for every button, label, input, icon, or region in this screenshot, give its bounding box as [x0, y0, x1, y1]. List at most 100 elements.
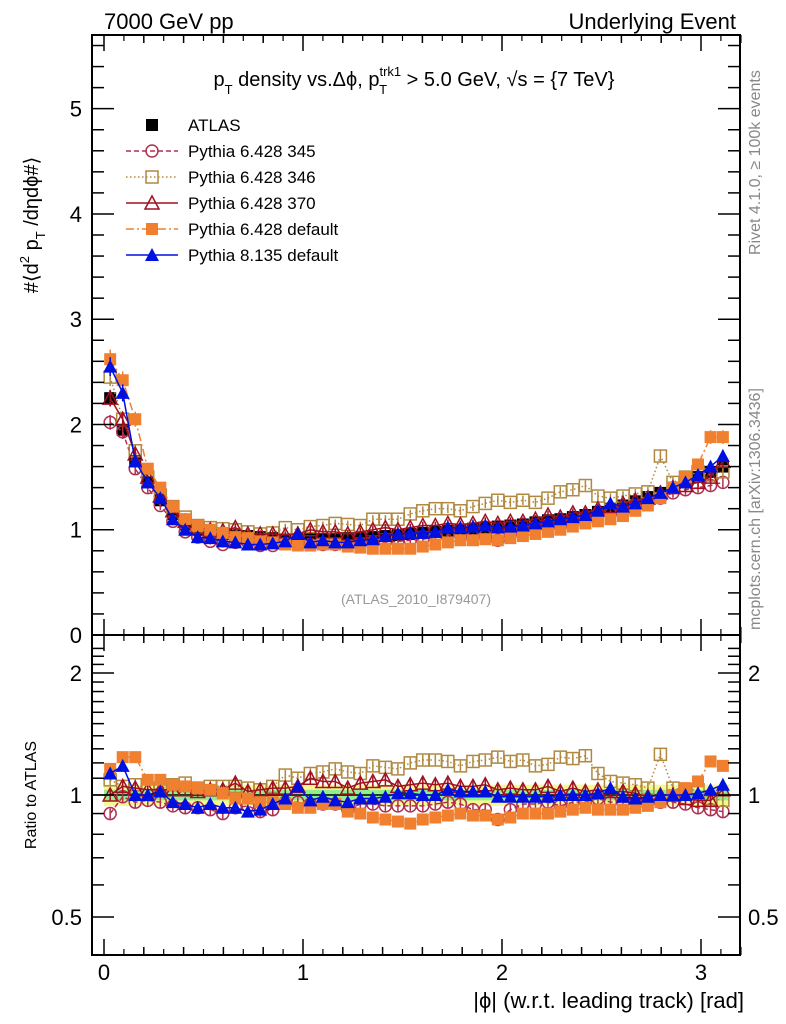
pythia-6-428-default-point — [116, 374, 129, 387]
pythia-8-135-default-point — [178, 522, 193, 536]
ratio-pythia-8-135-default-point — [653, 788, 668, 801]
legend-label: ATLAS — [188, 116, 241, 135]
pythia-6-428-default-point — [429, 538, 442, 551]
pythia-8-135-default-point — [253, 537, 268, 551]
ratio-pythia-8-135-default-point — [715, 777, 730, 791]
ratio-pythia-8-135-default-point — [640, 789, 655, 803]
ylabel-sub: T — [33, 231, 48, 239]
ratio-pythia-6-428-default-point — [241, 792, 254, 805]
pythia-6-428-370-point — [689, 473, 707, 490]
ratio-pythia-6-428-default-point — [141, 773, 154, 786]
ratio-pythia-6-428-345-line — [109, 795, 724, 821]
legend-item-pythia-6-428-345: Pythia 6.428 345 — [126, 142, 316, 161]
ratio-pythia-6-428-370-point — [302, 769, 319, 785]
ratio-pythia-8-135-default-point — [465, 784, 480, 798]
pythia-8-135-default-point — [540, 514, 555, 528]
pythia-6-428-default-point — [616, 510, 629, 523]
pythia-6-428-default-point — [291, 539, 304, 552]
pythia-6-428-default-point — [204, 523, 217, 536]
ratio-pythia-6-428-346-point — [541, 757, 555, 772]
ratio-pythia-6-428-default-point — [366, 811, 379, 824]
ratio-pythia-6-428-default-point — [579, 801, 592, 814]
y-tick-label: 3 — [70, 307, 82, 332]
ratio-pythia-8-135-default-point — [540, 789, 555, 803]
ratio-y-axis-label: Ratio to ATLAS — [23, 741, 40, 849]
pythia-6-428-default-point — [541, 525, 554, 538]
header-right: Underlying Event — [568, 9, 736, 34]
pythia-8-135-default-point — [478, 518, 493, 532]
ratio-pythia-6-428-default-point — [416, 813, 429, 826]
pythia-6-428-default-point — [454, 534, 467, 547]
pythia-8-135-default-point — [503, 519, 518, 533]
ratio-pythia-8-135-default-point — [490, 789, 505, 803]
ratio-pythia-6-428-default-point — [616, 803, 629, 816]
ratio-pythia-6-428-default-point — [341, 805, 354, 818]
ratio-pythia-8-135-default-point — [378, 789, 393, 803]
ratio-pythia-6-428-default-point — [204, 783, 217, 796]
ratio-pythia-8-135-default-point — [678, 788, 693, 801]
ratio-pythia-6-428-default-point — [216, 787, 229, 800]
pythia-8-135-default-point — [403, 525, 418, 539]
pythia-8-135-default-point — [203, 531, 218, 545]
pythia-8-135-default-point — [578, 508, 593, 521]
y-axis-label: #⟨d2 pT /dηdϕ#⟩ — [17, 157, 48, 294]
pythia-8-135-default-point — [490, 520, 505, 534]
pythia-6-428-default-point — [566, 520, 579, 533]
ratio-pythia-6-428-345-point — [441, 795, 455, 809]
pythia-8-135-default-point — [278, 534, 293, 548]
ratio-pythia-6-428-default-point — [516, 807, 529, 820]
ratio-pythia-8-135-default-point — [203, 797, 218, 811]
pythia-6-428-default-point — [516, 530, 529, 543]
legend-item-atlas: ATLAS — [146, 116, 241, 135]
pythia-8-135-default-point — [190, 530, 205, 544]
ratio-pythia-8-135-default-point — [415, 788, 430, 801]
ratio-pythia-8-135-default-point — [478, 784, 493, 798]
pythia-8-135-default-point — [303, 535, 318, 549]
pythia-8-135-default-point — [691, 468, 706, 481]
pythia-6-428-default-point — [479, 533, 492, 546]
pythia-8-135-default-point — [715, 449, 730, 463]
ratio-pythia-8-135-default-point — [115, 758, 130, 772]
ratio-pythia-6-428-346-point — [653, 747, 668, 762]
mcplots-label: mcplots.cern.ch [arXiv:1306.3436] — [747, 388, 764, 630]
pythia-6-428-default-point — [216, 526, 229, 539]
pythia-8-135-default-point — [103, 359, 118, 373]
pythia-8-135-default-point — [465, 519, 480, 533]
title-sub-t: T — [225, 82, 233, 97]
pythia-6-428-default-point — [604, 513, 617, 526]
legend-label: Pythia 6.428 370 — [188, 194, 316, 213]
ratio-pythia-6-428-default-point — [429, 811, 442, 824]
pythia-8-135-default-point — [640, 491, 655, 505]
ratio-pythia-8-135-default-point — [153, 784, 168, 798]
ratio-pythia-8-135-default-point — [278, 791, 293, 805]
title-p: p — [214, 69, 225, 91]
ratio-pythia-8-135-default-point — [178, 797, 193, 811]
ratio-pythia-6-428-370-point — [702, 791, 719, 808]
ratio-pythia-6-428-default-point — [504, 811, 517, 824]
pythia-8-135-default-point — [315, 533, 330, 547]
pythia-6-428-370-point — [702, 468, 719, 484]
pythia-8-135-default-point — [678, 475, 693, 489]
pythia-6-428-default-point — [191, 519, 204, 532]
ratio-pythia-6-428-default-point — [154, 773, 167, 786]
ratio-pythia-6-428-346-point — [578, 748, 593, 763]
x-tick-label: 1 — [297, 960, 309, 985]
pythia-8-135-default-point — [428, 524, 443, 538]
ratio-pythia-8-135-default-point — [240, 804, 255, 818]
ratio-pythia-6-428-346-point — [591, 766, 605, 781]
ratio-pythia-8-135-default-point — [453, 784, 468, 798]
ratio-pythia-8-135-default-point — [290, 779, 305, 793]
ratio-pythia-6-428-default-point — [566, 803, 579, 816]
ratio-pythia-8-135-default-point — [428, 788, 443, 801]
ratio-pythia-8-135-default-point — [228, 800, 243, 814]
pythia-8-135-default-point — [565, 510, 580, 524]
ratio-pythia-8-135-default-point — [665, 788, 680, 801]
legend-item-pythia-6-428-default: Pythia 6.428 default — [126, 220, 339, 239]
ylabel-sup: 2 — [17, 256, 32, 263]
ratio-pythia-8-135-default-point — [403, 786, 418, 800]
pythia-6-428-default-point — [166, 500, 179, 513]
ratio-pythia-8-135-default-point — [553, 788, 568, 801]
ratio-pythia-8-135-default-point — [515, 789, 530, 803]
pythia-6-428-default-series — [104, 349, 729, 555]
pythia-6-428-default-point — [154, 481, 167, 494]
